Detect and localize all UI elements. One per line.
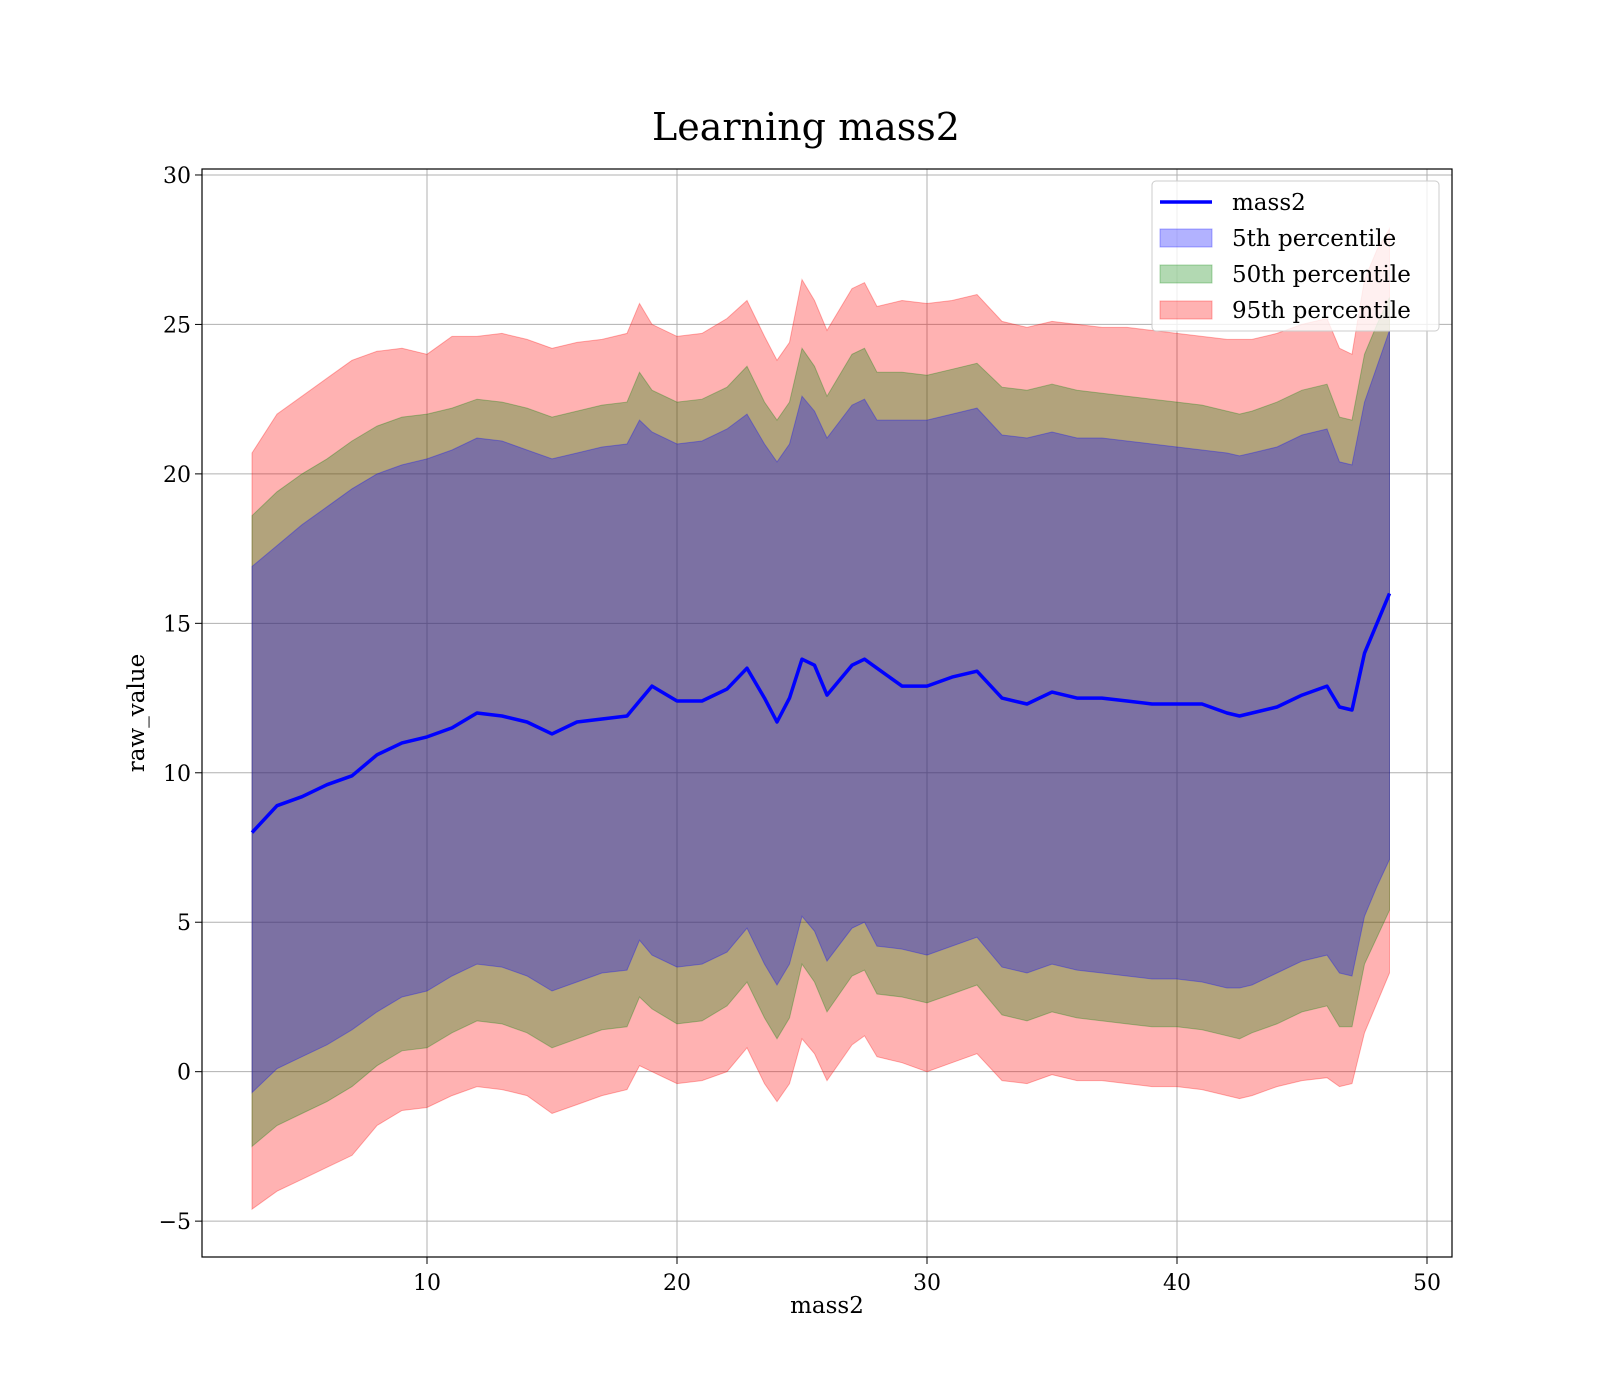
x-tick-label: 10 [413, 1271, 441, 1296]
legend-frame [1151, 180, 1440, 332]
legend-label: 5th percentile [1232, 226, 1396, 252]
x-tick-label: 20 [663, 1271, 691, 1296]
y-tick-label: 10 [163, 762, 191, 787]
x-tick-label: 40 [1163, 1271, 1191, 1296]
y-tick-layer: −5 0 5 10 15 20 25 30 [159, 164, 202, 1235]
series-line-mass2 [250, 592, 1392, 834]
grid-layer [202, 169, 1452, 1257]
x-tick-label: 30 [913, 1271, 941, 1296]
y-tick-label: 15 [163, 612, 191, 637]
band-50th-percentile [251, 297, 1390, 1148]
x-tick-label: 50 [1413, 1271, 1441, 1296]
legend-label: 50th percentile [1232, 262, 1411, 288]
band-95th-percentile [251, 226, 1390, 1211]
legend-swatch-patch [1159, 300, 1213, 320]
legend: mass2 5th percentile 50th percentile 95th p… [1151, 180, 1440, 332]
y-tick-label: 20 [163, 463, 191, 488]
legend-swatch-patch [1159, 228, 1213, 248]
legend-label: mass2 [1232, 190, 1306, 216]
chart-title: Learning mass2 [652, 105, 960, 149]
y-tick-label: 5 [177, 911, 191, 936]
y-tick-label: 30 [163, 164, 191, 189]
x-tick-layer: 10 20 30 40 50 [413, 1257, 1441, 1296]
band-5th-percentile [251, 330, 1390, 1094]
band-layer [251, 226, 1390, 1211]
line-layer [250, 592, 1392, 834]
plot-frame [201, 168, 1453, 1258]
y-tick-label: −5 [159, 1210, 191, 1235]
y-tick-label: 25 [163, 313, 191, 338]
y-tick-label: 0 [177, 1061, 191, 1086]
y-axis-label: raw_value [124, 654, 150, 772]
legend-label: 95th percentile [1232, 298, 1411, 324]
legend-swatch-patch [1159, 264, 1213, 284]
x-axis-label: mass2 [790, 1293, 864, 1319]
